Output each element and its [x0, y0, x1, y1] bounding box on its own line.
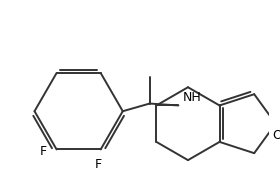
- Text: F: F: [39, 145, 47, 158]
- Text: O: O: [273, 129, 280, 142]
- Text: NH: NH: [183, 91, 202, 104]
- Text: F: F: [95, 158, 102, 171]
